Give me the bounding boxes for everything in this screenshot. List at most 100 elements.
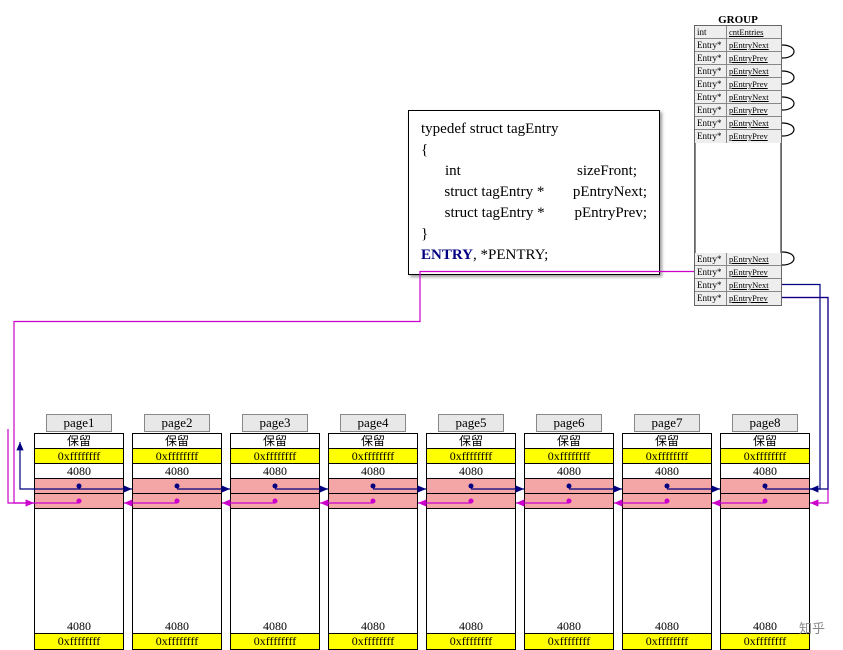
reserve-cell: 保留 [623,434,711,449]
page-tail: 40800xffffffff [329,619,417,649]
page-body [329,509,417,619]
page-box: 保留0xffffffff408040800xffffffff [132,433,222,650]
group-cell-type: int [695,26,727,38]
page-body [623,509,711,619]
group-cell-name: pEntryNext [727,279,781,291]
typedef-line7: ENTRY, *PENTRY; [421,245,647,266]
group-cell-type: Entry* [695,279,727,291]
page-4: page4 保留0xffffffff4080 40800xffffffff [328,414,418,650]
watermark: 知乎 [799,618,825,637]
group-cell-type: Entry* [695,65,727,77]
page-tail: 40800xffffffff [427,619,515,649]
group-cell-name: pEntryPrev [727,52,781,64]
group-gap [695,143,781,253]
next-ptr-cell [525,479,613,494]
prev-ptr-cell [35,494,123,509]
page-1: page1保留0xffffffff408040800xffffffff [34,414,124,650]
page-5: page5保留0xffffffff408040800xffffffff [426,414,516,650]
tail-size-cell: 4080 [623,619,711,634]
group-top-row-2: Entry*pEntryPrev [695,52,781,65]
page-box: 保留 0xffffffff 4080 40800xffffffff [720,433,810,650]
page-2: page2保留0xffffffff408040800xffffffff [132,414,222,650]
group-top-row-5: Entry*pEntryNext [695,91,781,104]
size-cell: 4080 [721,464,809,479]
typedef-line6: } [421,224,647,245]
page-body [231,509,319,619]
tail-size-cell: 4080 [35,619,123,634]
group-cell-name: pEntryPrev [727,292,781,305]
tail-hex-cell: 0xffffffff [133,634,221,649]
next-ptr-cell [329,479,417,494]
page-title: page4 [340,414,406,432]
reserve-cell: 保留 [231,434,319,449]
page-title: page5 [438,414,504,432]
reserve-cell: 保留 [525,434,613,449]
page-title: page6 [536,414,602,432]
tail-hex-cell: 0xffffffff [35,634,123,649]
tail-hex-cell: 0xffffffff [623,634,711,649]
page-title: page2 [144,414,210,432]
page-tail: 40800xffffffff [721,619,809,649]
page-7: page7保留0xffffffff408040800xffffffff [622,414,712,650]
next-ptr-cell [721,479,809,494]
group-cell-name: pEntryNext [727,253,781,265]
tail-size-cell: 4080 [231,619,319,634]
page-body [525,509,613,619]
group-cell-type: Entry* [695,104,727,116]
group-cell-name: pEntryPrev [727,78,781,90]
hex-cell: 0xffffffff [623,449,711,464]
typedef-box: typedef struct tagEntry { int sizeFront;… [408,110,660,275]
page-body [133,509,221,619]
group-top-row-6: Entry*pEntryPrev [695,104,781,117]
group-bottom-row-0: Entry*pEntryNext [695,253,781,266]
next-ptr-cell [231,479,319,494]
group-cell-type: Entry* [695,292,727,305]
group-cell-type: Entry* [695,52,727,64]
prev-ptr-cell [427,494,515,509]
page-box: 保留0xffffffff408040800xffffffff [230,433,320,650]
prev-ptr-cell [231,494,319,509]
page-box: 保留0xffffffff408040800xffffffff [426,433,516,650]
group-top-row-4: Entry*pEntryPrev [695,78,781,91]
page-tail: 40800xffffffff [133,619,221,649]
reserve-cell: 保留 [721,434,809,449]
page-8: page8保留0xffffffff408040800xffffffff [720,414,810,650]
next-ptr-cell [35,479,123,494]
prev-ptr-cell [721,494,809,509]
group-cell-type: Entry* [695,130,727,143]
group-cell-type: Entry* [695,91,727,103]
page-tail: 40800xffffffff [231,619,319,649]
page-box: 保留0xffffffff4080 40800xffffffff [328,433,418,650]
page-title: page3 [242,414,308,432]
page-tail: 40800xffffffff [35,619,123,649]
page-box: 保留0xffffffff408040800xffffffff [524,433,614,650]
page-box: 保留0xffffffff408040800xffffffff [34,433,124,650]
page-body [35,509,123,619]
prev-ptr-cell [623,494,711,509]
group-cell-name: pEntryNext [727,91,781,103]
group-cell-type: Entry* [695,266,727,278]
group-cell-type: Entry* [695,78,727,90]
page-body [721,509,809,619]
reserve-cell: 保留 [329,434,417,449]
group-top-row-1: Entry*pEntryNext [695,39,781,52]
typedef-line1: typedef struct tagEntry [421,119,647,140]
group-cell-type: Entry* [695,117,727,129]
size-cell: 4080 [329,464,417,479]
next-ptr-cell [427,479,515,494]
typedef-field2: struct tagEntry * pEntryNext; [421,182,647,203]
hex-cell: 0xffffffff [231,449,319,464]
hex-cell: 0xffffffff [329,449,417,464]
prev-ptr-cell [525,494,613,509]
page-box: 保留0xffffffff408040800xffffffff [622,433,712,650]
page-title: page1 [46,414,112,432]
hex-cell: 0xffffffff [35,449,123,464]
group-table: intcntEntriesEntry*pEntryNextEntry*pEntr… [694,25,782,306]
size-cell: 4080 [427,464,515,479]
next-ptr-cell [623,479,711,494]
tail-hex-cell: 0xffffffff [721,634,809,649]
group-cell-name: pEntryNext [727,65,781,77]
page-3: page3保留0xffffffff408040800xffffffff [230,414,320,650]
tail-hex-cell: 0xffffffff [231,634,319,649]
group-cell-name: pEntryNext [727,117,781,129]
